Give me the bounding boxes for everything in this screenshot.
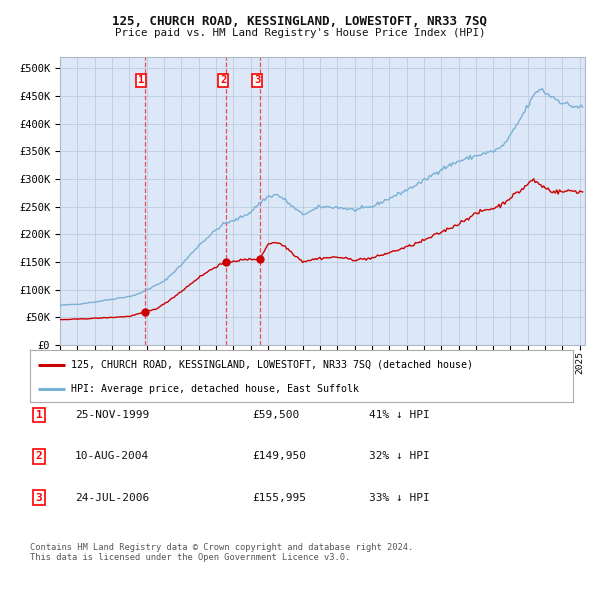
- Text: HPI: Average price, detached house, East Suffolk: HPI: Average price, detached house, East…: [71, 385, 359, 394]
- Text: 1: 1: [138, 76, 145, 86]
- Text: 1: 1: [35, 410, 43, 420]
- Text: 2: 2: [35, 451, 43, 461]
- Text: 33% ↓ HPI: 33% ↓ HPI: [369, 493, 430, 503]
- Text: 125, CHURCH ROAD, KESSINGLAND, LOWESTOFT, NR33 7SQ: 125, CHURCH ROAD, KESSINGLAND, LOWESTOFT…: [113, 15, 487, 28]
- Text: £59,500: £59,500: [252, 410, 299, 420]
- Text: £155,995: £155,995: [252, 493, 306, 503]
- Text: 2: 2: [220, 76, 226, 86]
- Text: 25-NOV-1999: 25-NOV-1999: [75, 410, 149, 420]
- Text: This data is licensed under the Open Government Licence v3.0.: This data is licensed under the Open Gov…: [30, 553, 350, 562]
- Text: Price paid vs. HM Land Registry's House Price Index (HPI): Price paid vs. HM Land Registry's House …: [115, 28, 485, 38]
- Text: 3: 3: [35, 493, 43, 503]
- Text: 41% ↓ HPI: 41% ↓ HPI: [369, 410, 430, 420]
- Text: 24-JUL-2006: 24-JUL-2006: [75, 493, 149, 503]
- Text: 10-AUG-2004: 10-AUG-2004: [75, 451, 149, 461]
- Text: 3: 3: [254, 76, 260, 86]
- Text: 125, CHURCH ROAD, KESSINGLAND, LOWESTOFT, NR33 7SQ (detached house): 125, CHURCH ROAD, KESSINGLAND, LOWESTOFT…: [71, 360, 473, 370]
- Text: 32% ↓ HPI: 32% ↓ HPI: [369, 451, 430, 461]
- Text: £149,950: £149,950: [252, 451, 306, 461]
- Text: Contains HM Land Registry data © Crown copyright and database right 2024.: Contains HM Land Registry data © Crown c…: [30, 543, 413, 552]
